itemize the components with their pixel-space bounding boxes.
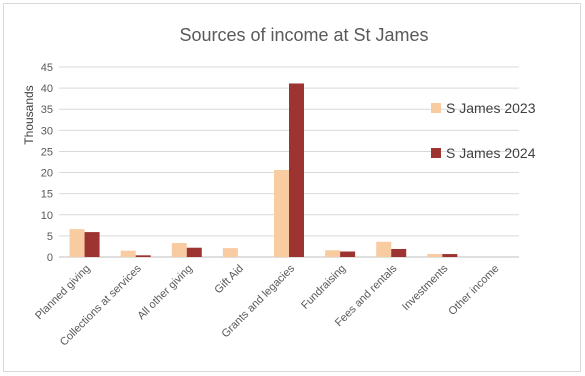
bar <box>186 247 202 257</box>
bar <box>289 83 304 257</box>
y-tick-label: 30 <box>41 125 53 137</box>
x-tick-label: Investments <box>400 262 451 313</box>
y-tick-label: 5 <box>47 231 53 243</box>
bar <box>274 170 289 257</box>
bar <box>376 241 392 257</box>
bar <box>171 243 187 257</box>
y-axis-ticks: 0 5 10 15 20 25 30 35 40 45 <box>41 62 53 264</box>
x-tick-label: Fundraising <box>299 263 348 312</box>
bar <box>427 254 443 257</box>
x-tick-label: Other income <box>446 263 501 318</box>
y-axis-label: Thousands <box>22 85 36 144</box>
y-tick-label: 35 <box>41 104 53 116</box>
bar <box>120 250 136 257</box>
bar <box>340 251 356 257</box>
chart-area: Sources of income at St James Thousands … <box>3 3 581 372</box>
y-tick-label: 45 <box>41 62 53 74</box>
bar <box>84 232 100 257</box>
legend-swatch <box>431 103 441 113</box>
x-tick-label: Gift Aid <box>212 263 246 297</box>
legend: S James 2023 S James 2024 <box>431 100 536 161</box>
chart-title: Sources of income at St James <box>179 25 428 45</box>
bars <box>69 83 458 257</box>
bar <box>222 248 238 257</box>
bar <box>391 248 407 257</box>
legend-label: S James 2024 <box>446 145 536 161</box>
bar <box>135 255 151 257</box>
bar <box>442 254 458 257</box>
legend-swatch <box>431 148 441 158</box>
legend-label: S James 2023 <box>446 100 536 116</box>
y-tick-label: 15 <box>41 189 53 201</box>
y-tick-label: 40 <box>41 83 53 95</box>
x-tick-label: All other giving <box>135 263 195 323</box>
y-tick-label: 25 <box>41 146 53 158</box>
bar <box>325 250 341 257</box>
bar <box>69 229 85 257</box>
y-tick-label: 20 <box>41 168 53 180</box>
y-tick-label: 10 <box>41 210 53 222</box>
y-tick-label: 0 <box>47 252 53 264</box>
chart-svg: Sources of income at St James Thousands … <box>22 25 536 349</box>
